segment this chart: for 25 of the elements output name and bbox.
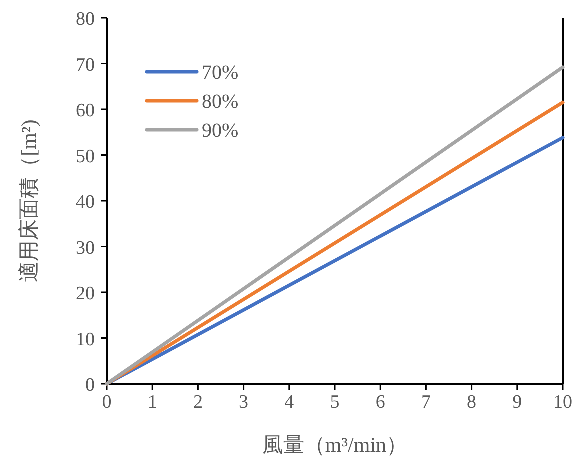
x-tick-label: 8	[467, 392, 477, 413]
x-tick-label: 4	[284, 392, 295, 413]
x-tick-label: 10	[554, 392, 572, 413]
legend-label: 70%	[202, 62, 239, 84]
y-tick-label: 70	[76, 54, 95, 76]
legend-label: 80%	[202, 91, 239, 113]
x-tick-label: 0	[102, 392, 112, 413]
x-axis-title: 風量（m³/min）	[262, 433, 408, 457]
y-tick-label: 60	[76, 100, 95, 122]
y-tick-label: 30	[76, 238, 95, 259]
y-tick-label: 10	[76, 329, 95, 350]
y-tick-label: 50	[76, 146, 95, 168]
x-tick-label: 7	[421, 392, 431, 413]
x-tick-label: 9	[512, 392, 522, 413]
y-tick-label: 20	[76, 284, 95, 304]
x-tick-label: 5	[330, 392, 340, 413]
y-tick-label: 40	[76, 192, 95, 213]
x-tick-label: 2	[193, 392, 203, 413]
x-tick-label: 6	[376, 392, 386, 413]
legend-label: 90%	[202, 120, 239, 142]
x-tick-label: 1	[148, 392, 158, 413]
y-tick-label: 80	[76, 9, 95, 30]
y-axis-title: 適用床面積（[m²)	[17, 120, 41, 282]
y-tick-label: 0	[86, 375, 95, 396]
x-tick-label: 3	[239, 392, 249, 413]
